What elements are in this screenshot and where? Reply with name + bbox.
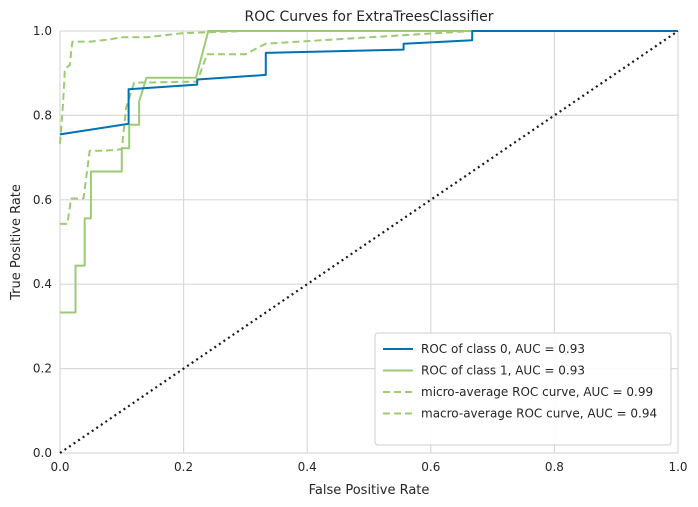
legend: ROC of class 0, AUC = 0.93 ROC of class 1… (374, 332, 672, 446)
legend-entry-class-0: ROC of class 0, AUC = 0.93 (383, 342, 585, 356)
legend-label: ROC of class 1, AUC = 0.93 (421, 364, 585, 378)
x-tick-label: 0.8 (545, 460, 564, 474)
x-tick-label: 0.4 (298, 460, 317, 474)
series-line-macro-average (60, 30, 678, 225)
x-tick-label: 1.0 (668, 460, 687, 474)
legend-label: macro-average ROC curve, AUC = 0.94 (421, 407, 657, 421)
x-gridlines (59, 31, 679, 453)
y-tick-label: 0.8 (33, 108, 52, 122)
legend-entry-macro-average: macro-average ROC curve, AUC = 0.94 (383, 407, 657, 421)
y-tick-label: 1.0 (33, 24, 52, 38)
y-axis-label: True Positive Rate (9, 184, 24, 301)
x-tick-label: 0.2 (174, 460, 193, 474)
y-tick-label: 0.2 (33, 362, 52, 376)
x-tick-labels: 0.0 0.2 0.4 0.6 0.8 1.0 (50, 460, 687, 474)
y-tick-label: 0.0 (33, 446, 52, 460)
x-tick-label: 0.0 (50, 460, 69, 474)
reference-diagonal-line (59, 30, 679, 454)
x-tick-label: 0.6 (421, 460, 440, 474)
legend-label: micro-average ROC curve, AUC = 0.99 (421, 385, 653, 399)
y-tick-label: 0.4 (33, 277, 52, 291)
y-tick-label: 0.6 (33, 193, 52, 207)
legend-entry-class-1: ROC of class 1, AUC = 0.93 (383, 364, 585, 378)
series-line-class-0 (59, 30, 678, 136)
series-lines (59, 30, 679, 454)
chart-title: ROC Curves for ExtraTreesClassifier (244, 9, 493, 25)
legend-box (374, 332, 672, 446)
x-axis-label: False Positive Rate (309, 483, 430, 498)
series-line-class-1 (60, 30, 678, 314)
legend-entry-micro-average: micro-average ROC curve, AUC = 0.99 (383, 385, 653, 399)
legend-label: ROC of class 0, AUC = 0.93 (421, 342, 585, 356)
y-tick-labels: 0.0 0.2 0.4 0.6 0.8 1.0 (33, 24, 52, 460)
series-line-micro-average (59, 30, 678, 144)
